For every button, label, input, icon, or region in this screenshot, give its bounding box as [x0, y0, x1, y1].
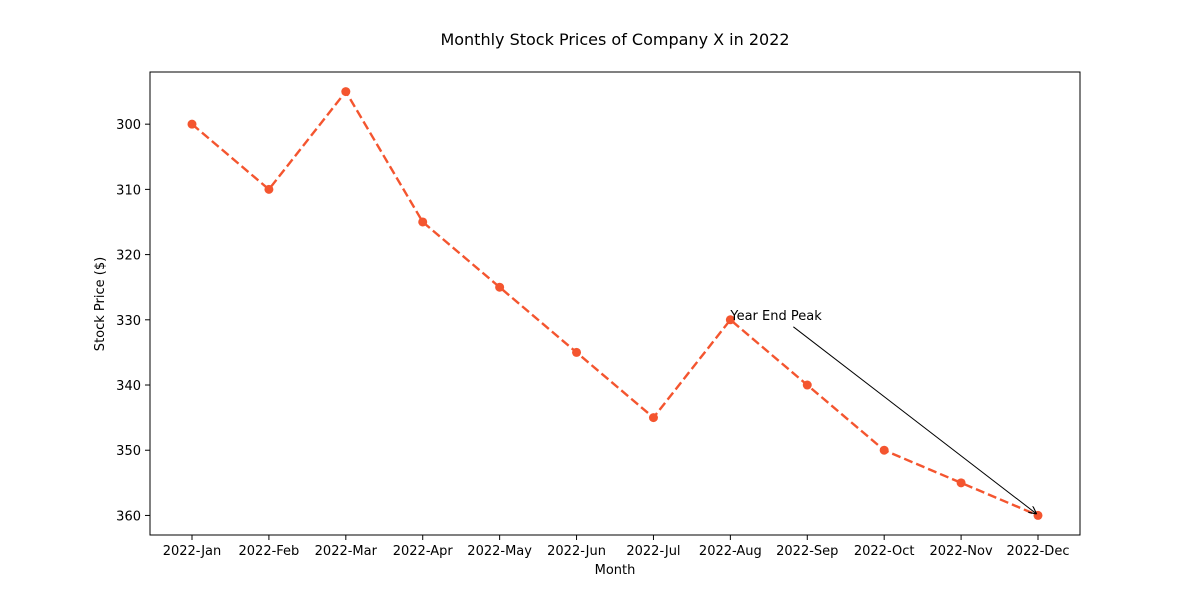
- x-tick-label: 2022-May: [467, 544, 532, 559]
- x-tick-label: 2022-Nov: [930, 544, 993, 559]
- plot-area: [149, 71, 1081, 536]
- y-axis-label: Stock Price ($): [93, 257, 108, 351]
- data-point: [495, 282, 505, 292]
- x-tick-label: 2022-Jan: [163, 544, 222, 559]
- x-tick-label: 2022-Oct: [854, 544, 915, 559]
- x-tick-label: 2022-Dec: [1007, 544, 1070, 559]
- y-tick-label: 330: [116, 314, 141, 329]
- data-point: [879, 445, 889, 455]
- data-point: [956, 478, 966, 488]
- data-point: [341, 87, 351, 97]
- data-point: [802, 380, 812, 390]
- data-point: [725, 315, 735, 325]
- data-point: [572, 347, 582, 357]
- x-tick-label: 2022-Jul: [626, 544, 680, 559]
- x-tick-label: 2022-Feb: [239, 544, 300, 559]
- series-line: [191, 89, 1039, 517]
- x-tick-label: 2022-Apr: [393, 544, 454, 559]
- y-tick-label: 360: [116, 509, 141, 524]
- annotation: Year End Peak: [729, 309, 1036, 514]
- series-layer: [187, 87, 1043, 520]
- annotation-label: Year End Peak: [729, 309, 822, 324]
- data-point: [418, 217, 428, 227]
- y-tick-label: 340: [116, 379, 141, 394]
- data-point: [264, 184, 274, 194]
- x-tick-label: 2022-Sep: [776, 544, 838, 559]
- x-axis: 2022-Jan 2022-Feb 2022-Mar 2022-Apr 2022-May…: [163, 535, 1070, 559]
- y-tick-label: 300: [116, 118, 141, 133]
- annotation-arrow: [793, 326, 1036, 514]
- x-tick-label: 2022-Mar: [315, 544, 378, 559]
- chart-title: Monthly Stock Prices of Company X in 202…: [440, 30, 789, 49]
- y-axis: 300 310 320 330 340 350 360: [116, 118, 150, 524]
- data-point: [187, 119, 197, 129]
- y-tick-label: 320: [116, 249, 141, 264]
- data-point: [648, 413, 658, 423]
- y-tick-label: 350: [116, 444, 141, 459]
- y-tick-label: 310: [116, 183, 141, 198]
- x-tick-label: 2022-Aug: [699, 544, 762, 559]
- x-axis-label: Month: [595, 563, 636, 578]
- x-tick-label: 2022-Jun: [547, 544, 606, 559]
